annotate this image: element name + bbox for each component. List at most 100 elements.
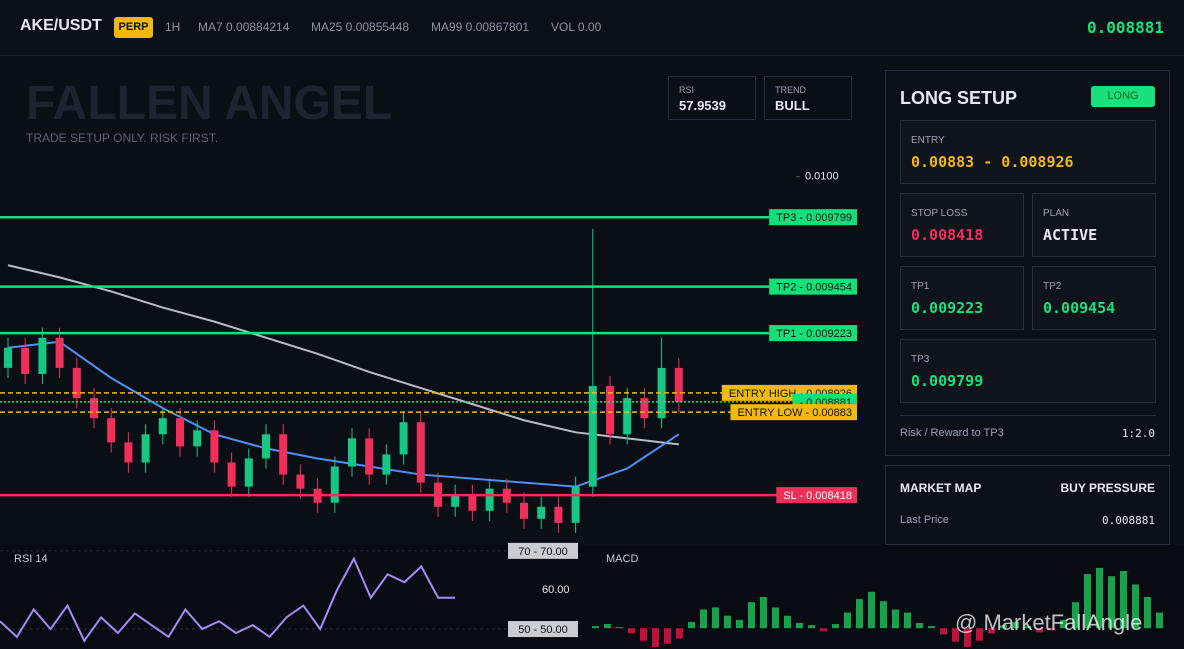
candle-body bbox=[4, 347, 12, 368]
rsi-label: RSI bbox=[679, 85, 695, 95]
macd-bar bbox=[1096, 567, 1103, 629]
macd-bar bbox=[688, 621, 695, 629]
macd-bar bbox=[616, 627, 623, 629]
candle-body bbox=[193, 430, 202, 447]
setup-panel: LONG SETUP LONG ENTRY 0.00883 - 0.008926 … bbox=[885, 70, 1170, 456]
level-tag bbox=[769, 278, 857, 295]
candle-body bbox=[571, 486, 580, 523]
macd-bar bbox=[592, 626, 599, 629]
candle-body bbox=[38, 337, 47, 374]
candle-body bbox=[623, 398, 632, 435]
level-tag bbox=[776, 487, 857, 504]
macd-bar bbox=[964, 628, 971, 647]
macd-bar bbox=[1156, 612, 1163, 629]
entry-label: ENTRY bbox=[911, 135, 945, 146]
candle-body bbox=[365, 438, 374, 475]
macd-bar bbox=[1048, 628, 1055, 631]
long-badge: LONG bbox=[1091, 86, 1155, 107]
macd-bar bbox=[736, 619, 743, 629]
level-tag bbox=[769, 325, 857, 342]
candle-body bbox=[537, 506, 546, 519]
candle-body bbox=[279, 434, 288, 475]
macd-bar bbox=[928, 626, 935, 629]
entry-value: 0.00883 - 0.008926 bbox=[911, 153, 1074, 171]
volume: VOL 0.00 bbox=[551, 20, 602, 34]
candle-body bbox=[382, 454, 391, 475]
stop-value: 0.008418 bbox=[911, 226, 984, 244]
panel-title: MACD bbox=[606, 553, 638, 565]
candle-body bbox=[640, 398, 649, 419]
y-tick-label: 60.00 bbox=[542, 584, 570, 596]
candle-body bbox=[176, 418, 184, 447]
candle-body bbox=[674, 367, 683, 403]
level-label: 70 - 70.00 bbox=[518, 546, 568, 558]
market-status: BUY PRESSURE bbox=[1060, 481, 1155, 495]
candle-body bbox=[210, 430, 219, 463]
macd-bar bbox=[640, 628, 647, 641]
macd-bar bbox=[652, 628, 659, 647]
candle-body bbox=[296, 474, 305, 489]
level-tag bbox=[730, 404, 857, 421]
candle-body bbox=[520, 502, 528, 519]
tp2-label: TP2 bbox=[1043, 281, 1062, 292]
candle-body bbox=[124, 442, 133, 463]
symbol: AKE/USDT bbox=[20, 17, 102, 34]
macd-bar bbox=[892, 609, 899, 629]
candle-body bbox=[606, 386, 614, 435]
candle-body bbox=[554, 506, 563, 523]
level-tag bbox=[769, 209, 857, 226]
level-tag bbox=[508, 621, 578, 638]
rsi-value: 57.9539 bbox=[679, 98, 726, 113]
moving-average bbox=[7, 264, 679, 446]
macd-bar bbox=[700, 609, 707, 629]
candle-body bbox=[330, 466, 339, 503]
macd-bar bbox=[772, 607, 779, 629]
macd-bar bbox=[748, 602, 755, 629]
macd-bar bbox=[916, 623, 923, 629]
brand-subtitle: TRADE SETUP ONLY. RISK FIRST. bbox=[26, 131, 219, 145]
macd-bar bbox=[1024, 626, 1031, 629]
rr-value: 1:2.0 bbox=[1121, 427, 1155, 440]
level-label: ENTRY LOW - 0.00883 bbox=[737, 407, 852, 419]
panel-title: RSI 14 bbox=[14, 553, 48, 565]
macd-bar bbox=[676, 628, 683, 639]
level-label: TP1 - 0.009223 bbox=[776, 328, 852, 340]
macd-bar bbox=[1084, 574, 1091, 629]
market-title: MARKET MAP bbox=[900, 481, 982, 495]
macd-bar bbox=[904, 612, 911, 629]
macd-bar bbox=[784, 615, 791, 629]
macd-bar bbox=[880, 601, 887, 629]
indicator-background bbox=[0, 545, 1184, 649]
macd-bar bbox=[604, 624, 611, 629]
rr-label: Risk / Reward to TP3 bbox=[900, 427, 1004, 439]
macd-bar bbox=[760, 597, 767, 629]
ma25: MA25 0.00855448 bbox=[311, 20, 410, 34]
trend-value: BULL bbox=[775, 98, 810, 113]
last-label: Last Price bbox=[900, 514, 949, 526]
ma99: MA99 0.00867801 bbox=[431, 20, 530, 34]
divider bbox=[900, 415, 1156, 416]
macd-bar bbox=[1060, 619, 1067, 629]
macd-bar bbox=[628, 628, 635, 634]
moving-average bbox=[7, 340, 680, 488]
macd-bar bbox=[1120, 571, 1127, 629]
macd-bar bbox=[796, 623, 803, 629]
candle-body bbox=[588, 386, 597, 487]
macd-bar bbox=[868, 591, 875, 629]
candle-body bbox=[262, 434, 270, 459]
candle-body bbox=[107, 418, 116, 443]
setup-title: LONG SETUP bbox=[900, 88, 1018, 108]
candle-body bbox=[348, 438, 356, 467]
macd-bar bbox=[1072, 602, 1079, 629]
plan-label: PLAN bbox=[1043, 208, 1070, 219]
macd-bar bbox=[1132, 584, 1139, 629]
interval[interactable]: 1H bbox=[165, 20, 181, 34]
candle-body bbox=[485, 488, 494, 511]
stop-label: STOP LOSS bbox=[911, 208, 968, 219]
brand-title: FALLEN ANGEL bbox=[26, 77, 393, 130]
candle-body bbox=[416, 422, 425, 483]
tp2-value: 0.009454 bbox=[1043, 299, 1116, 317]
watermark: @ MarketFallAngle bbox=[955, 610, 1143, 635]
macd-bar bbox=[1144, 597, 1151, 629]
